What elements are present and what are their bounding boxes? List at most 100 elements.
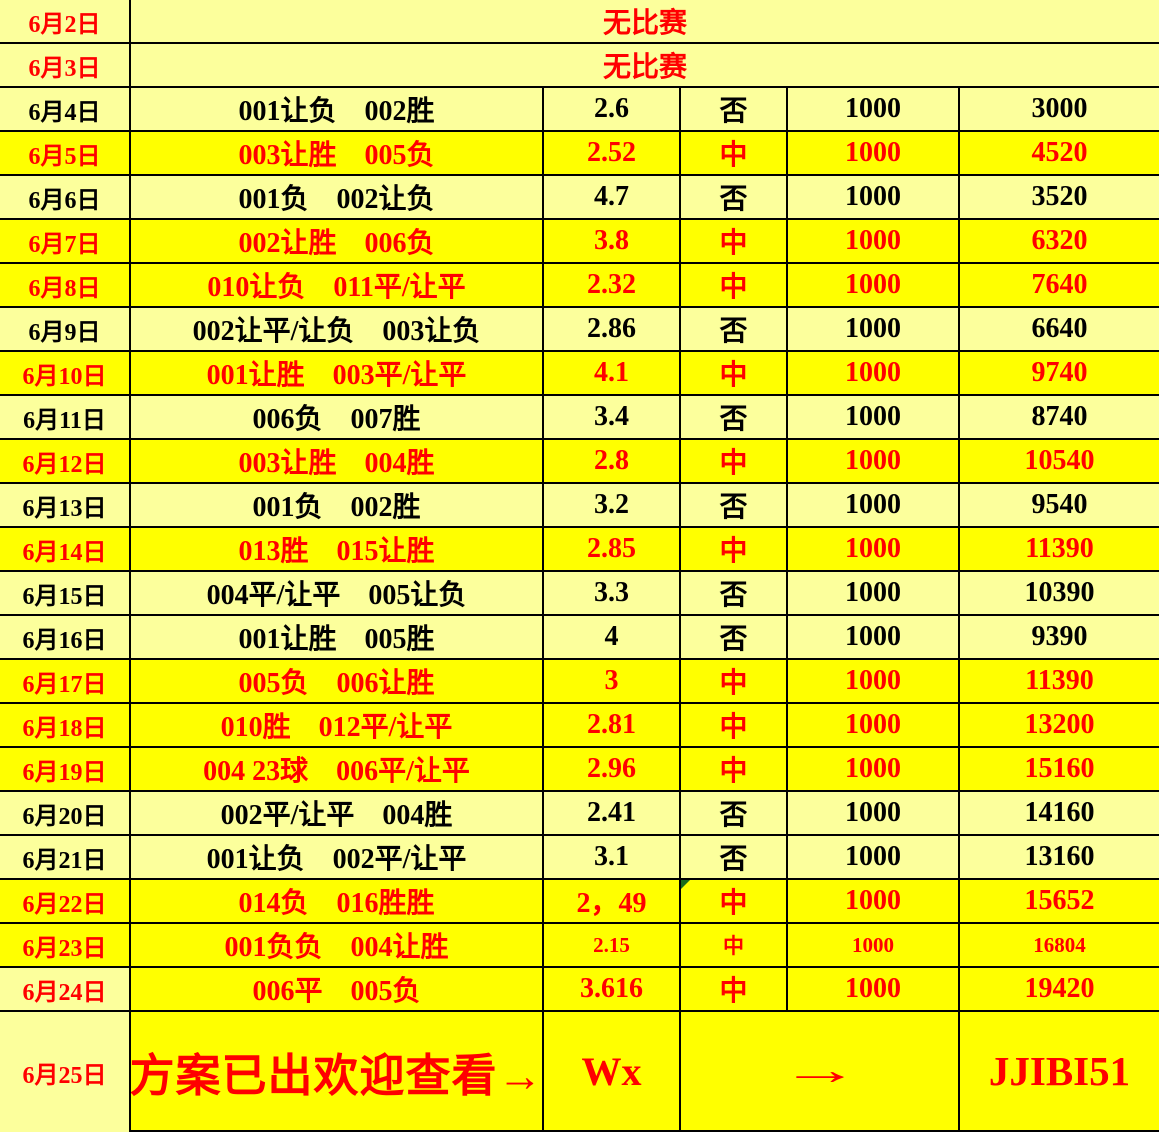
result-cell: 中 [681, 220, 788, 264]
total-cell: 10390 [960, 572, 1159, 616]
picks-cell: 010胜 012平/让平 [131, 704, 544, 748]
stake-cell: 1000 [788, 968, 960, 1012]
result-cell: 中 [681, 132, 788, 176]
result-cell: 否 [681, 176, 788, 220]
total-cell: 6320 [960, 220, 1159, 264]
result-cell: 中 [681, 924, 788, 968]
total-cell: 16804 [960, 924, 1159, 968]
total-cell: 13200 [960, 704, 1159, 748]
date-cell: 6月16日 [0, 616, 131, 660]
table-row: 6月17日 005负 006让胜 3 中 1000 11390 [0, 660, 1159, 704]
result-cell: 否 [681, 484, 788, 528]
total-cell: 6640 [960, 308, 1159, 352]
table-row: 6月18日 010胜 012平/让平 2.81 中 1000 13200 [0, 704, 1159, 748]
result-cell: 中 [681, 660, 788, 704]
picks-cell: 005负 006让胜 [131, 660, 544, 704]
total-cell: 15652 [960, 880, 1159, 924]
promo-message: 方案已出欢迎查看→ [131, 1012, 544, 1132]
odds-cell: 4.1 [544, 352, 681, 396]
odds-cell: 2.8 [544, 440, 681, 484]
date-cell: 6月25日 [0, 1012, 131, 1132]
date-cell: 6月20日 [0, 792, 131, 836]
odds-cell: 2.6 [544, 88, 681, 132]
odds-cell: 3.3 [544, 572, 681, 616]
date-cell: 6月18日 [0, 704, 131, 748]
total-cell: 3520 [960, 176, 1159, 220]
result-cell: 中 [681, 968, 788, 1012]
odds-cell: 2.52 [544, 132, 681, 176]
table-row: 6月4日 001让负 002胜 2.6 否 1000 3000 [0, 88, 1159, 132]
promo-code: JJIBI51 [960, 1012, 1159, 1132]
picks-cell: 001让胜 003平/让平 [131, 352, 544, 396]
picks-cell: 014负 016胜胜 [131, 880, 544, 924]
result-cell: 中 [681, 704, 788, 748]
picks-cell: 001负 002让负 [131, 176, 544, 220]
odds-cell: 4 [544, 616, 681, 660]
date-cell: 6月6日 [0, 176, 131, 220]
table-row: 6月19日 004 23球 006平/让平 2.96 中 1000 15160 [0, 748, 1159, 792]
result-cell: 否 [681, 396, 788, 440]
date-cell: 6月3日 [0, 44, 131, 88]
total-cell: 4520 [960, 132, 1159, 176]
table-row: 6月23日 001负负 004让胜 2.15 中 1000 16804 [0, 924, 1159, 968]
date-cell: 6月13日 [0, 484, 131, 528]
date-cell: 6月8日 [0, 264, 131, 308]
stake-cell: 1000 [788, 748, 960, 792]
picks-cell: 002让胜 006负 [131, 220, 544, 264]
date-cell: 6月7日 [0, 220, 131, 264]
total-cell: 14160 [960, 792, 1159, 836]
total-cell: 15160 [960, 748, 1159, 792]
stake-cell: 1000 [788, 352, 960, 396]
stake-cell: 1000 [788, 308, 960, 352]
table-row: 6月6日 001负 002让负 4.7 否 1000 3520 [0, 176, 1159, 220]
picks-cell: 001让胜 005胜 [131, 616, 544, 660]
odds-cell: 3.8 [544, 220, 681, 264]
picks-cell: 001负 002胜 [131, 484, 544, 528]
total-cell: 9540 [960, 484, 1159, 528]
date-cell: 6月23日 [0, 924, 131, 968]
picks-cell: 001负负 004让胜 [131, 924, 544, 968]
date-cell: 6月2日 [0, 0, 131, 44]
date-cell: 6月10日 [0, 352, 131, 396]
date-cell: 6月9日 [0, 308, 131, 352]
picks-cell: 006平 005负 [131, 968, 544, 1012]
comment-flag-icon [681, 880, 690, 889]
total-cell: 11390 [960, 660, 1159, 704]
stake-cell: 1000 [788, 440, 960, 484]
table-row: 6月13日 001负 002胜 3.2 否 1000 9540 [0, 484, 1159, 528]
odds-cell: 4.7 [544, 176, 681, 220]
stake-cell: 1000 [788, 132, 960, 176]
picks-cell: 013胜 015让胜 [131, 528, 544, 572]
table-row: 6月14日 013胜 015让胜 2.85 中 1000 11390 [0, 528, 1159, 572]
stake-cell: 1000 [788, 176, 960, 220]
result-cell: 否 [681, 88, 788, 132]
odds-cell: 2.15 [544, 924, 681, 968]
total-cell: 7640 [960, 264, 1159, 308]
result-cell: 否 [681, 836, 788, 880]
stake-cell: 1000 [788, 264, 960, 308]
date-cell: 6月19日 [0, 748, 131, 792]
picks-cell: 006负 007胜 [131, 396, 544, 440]
stake-cell: 1000 [788, 572, 960, 616]
stake-cell: 1000 [788, 836, 960, 880]
result-cell: 中 [681, 880, 788, 924]
table-row: 6月24日 006平 005负 3.616 中 1000 19420 [0, 968, 1159, 1012]
wx-label: Wx [544, 1012, 681, 1132]
odds-cell: 3.616 [544, 968, 681, 1012]
odds-cell: 2.96 [544, 748, 681, 792]
odds-cell: 2，49 [544, 880, 681, 924]
result-text: 中 [719, 888, 748, 919]
total-cell: 9390 [960, 616, 1159, 660]
date-cell: 6月21日 [0, 836, 131, 880]
total-cell: 11390 [960, 528, 1159, 572]
result-cell: 中 [681, 528, 788, 572]
odds-cell: 2.86 [544, 308, 681, 352]
table-row-footer: 6月25日 方案已出欢迎查看→ Wx → JJIBI51 [0, 1012, 1159, 1132]
picks-cell: 003让胜 004胜 [131, 440, 544, 484]
table-row: 6月16日 001让胜 005胜 4 否 1000 9390 [0, 616, 1159, 660]
table-row: 6月7日 002让胜 006负 3.8 中 1000 6320 [0, 220, 1159, 264]
total-cell: 10540 [960, 440, 1159, 484]
stake-cell: 1000 [788, 484, 960, 528]
picks-cell: 001让负 002胜 [131, 88, 544, 132]
